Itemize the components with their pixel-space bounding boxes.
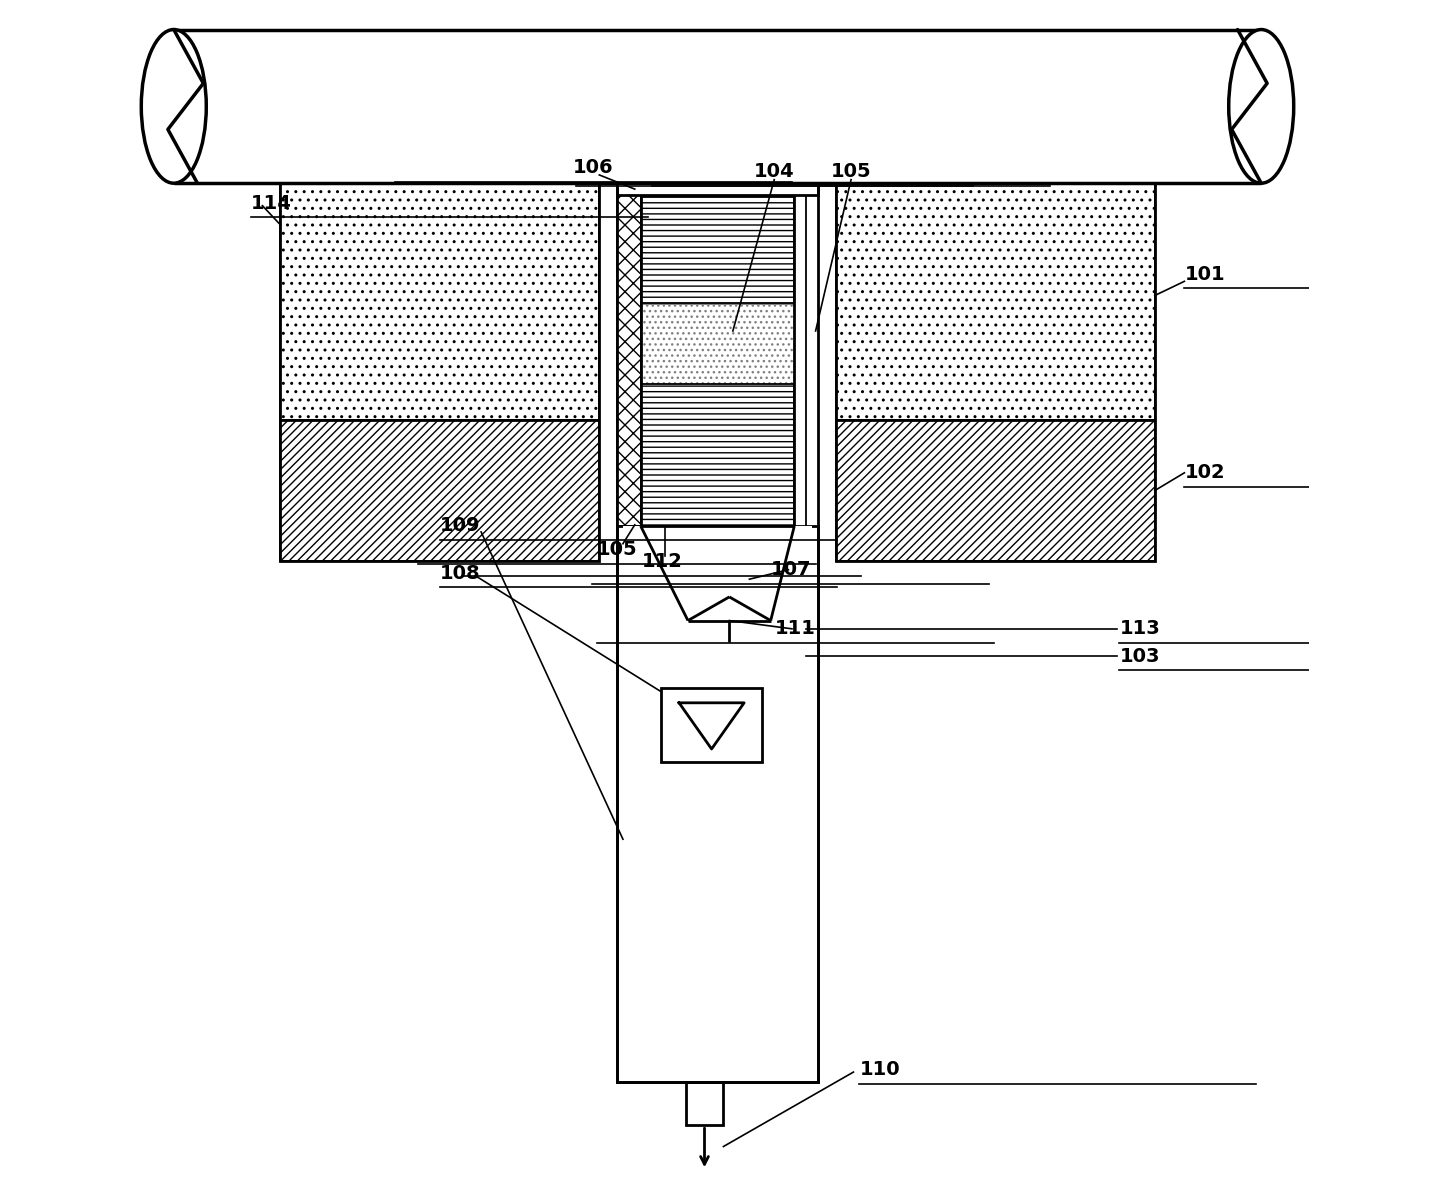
Ellipse shape (1228, 30, 1294, 183)
Bar (280, 183, 600, 561)
Text: 105: 105 (597, 540, 637, 559)
Bar (640, 384, 795, 526)
Bar (617, 526, 818, 1082)
Text: 112: 112 (641, 552, 683, 571)
Bar (617, 183, 818, 195)
Bar (280, 420, 600, 561)
Text: 101: 101 (1184, 265, 1225, 284)
Bar (660, 688, 762, 762)
Bar (617, 183, 818, 1082)
Bar (617, 195, 640, 526)
Bar (623, 526, 812, 1082)
Text: 110: 110 (860, 1060, 900, 1079)
Bar (280, 183, 600, 420)
Bar (640, 195, 795, 526)
Bar (686, 1082, 723, 1125)
Bar (617, 526, 818, 1082)
Bar (640, 195, 795, 304)
Text: 107: 107 (771, 560, 811, 579)
Bar (795, 183, 806, 1082)
Text: 103: 103 (1119, 647, 1159, 665)
Text: 106: 106 (573, 158, 614, 177)
Text: 102: 102 (1184, 463, 1225, 482)
Text: 114: 114 (251, 194, 291, 213)
Bar (640, 304, 795, 384)
Text: 104: 104 (753, 162, 795, 181)
Text: 113: 113 (1119, 619, 1159, 638)
Bar (617, 526, 818, 1082)
Text: 111: 111 (775, 619, 817, 638)
Bar (617, 183, 818, 526)
Ellipse shape (141, 30, 207, 183)
Bar (174, 30, 1261, 183)
Bar (835, 183, 1155, 561)
Bar (835, 420, 1155, 561)
Bar (623, 526, 812, 621)
Bar (835, 183, 1155, 420)
Text: 105: 105 (831, 162, 871, 181)
Text: 109: 109 (439, 517, 481, 535)
Text: 108: 108 (439, 564, 481, 583)
